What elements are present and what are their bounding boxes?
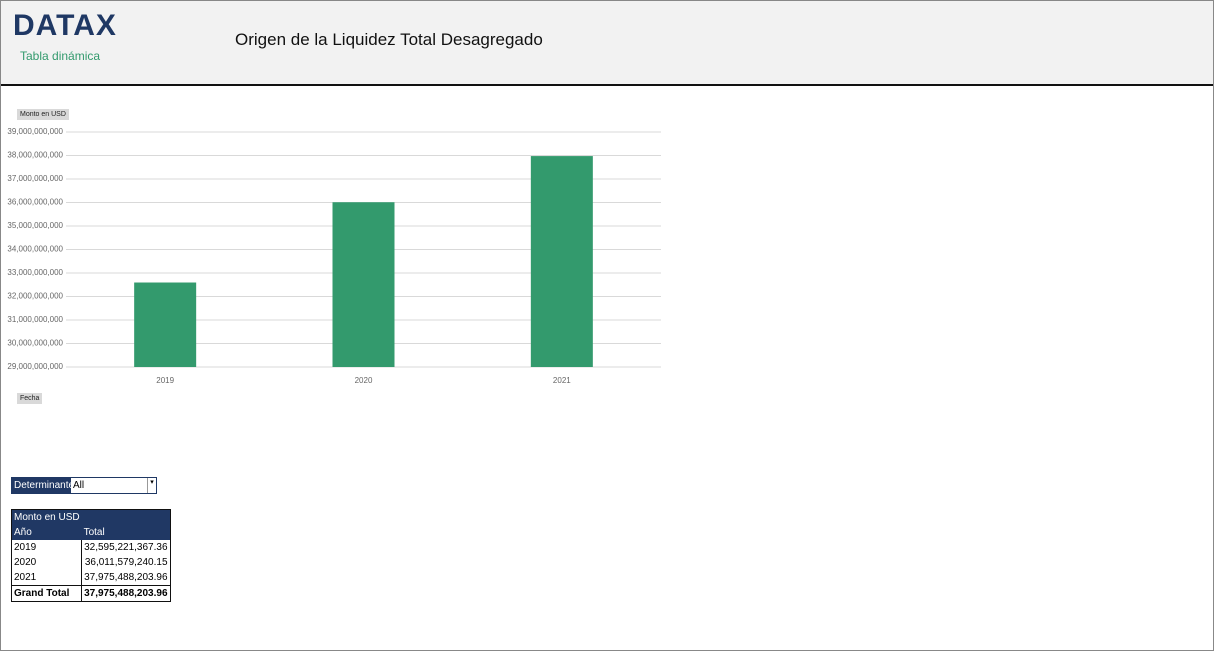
subtitle: Tabla dinámica xyxy=(20,49,101,63)
x-tick-label: 2021 xyxy=(553,376,571,385)
table-row: Año Total xyxy=(11,525,171,540)
bar xyxy=(530,156,593,367)
table-cell: 2020 xyxy=(14,557,37,568)
y-tick-label: 32,000,000,000 xyxy=(7,292,63,301)
table-row: 2020 36,011,579,240.15 xyxy=(12,555,171,570)
y-tick-label: 31,000,000,000 xyxy=(7,315,63,324)
y-tick-label: 35,000,000,000 xyxy=(7,221,63,230)
table-cell: Monto en USD xyxy=(11,509,82,525)
y-tick-label: 30,000,000,000 xyxy=(7,339,63,348)
field-button[interactable]: Monto en USD xyxy=(17,109,69,120)
y-tick-label: 38,000,000,000 xyxy=(7,151,63,160)
y-tick-label: 37,000,000,000 xyxy=(7,174,63,183)
table-row: 2021 37,975,488,203.96 xyxy=(12,570,171,586)
table-cell xyxy=(81,509,171,525)
table-cell: 37,975,488,203.96 xyxy=(81,585,171,602)
x-tick-label: 2019 xyxy=(156,376,174,385)
bar xyxy=(134,282,197,367)
table-row: Monto en USD xyxy=(11,509,171,525)
filter-label: Determinante xyxy=(12,478,75,493)
filter: Determinante All ▾ xyxy=(11,477,157,494)
table-cell: 32,595,221,367.36 xyxy=(81,540,171,555)
header: DATAX Tabla dinámica Origen de la Liquid… xyxy=(1,1,1213,86)
table-row: Grand Total 37,975,488,203.96 xyxy=(11,585,171,602)
x-tick-label: 2020 xyxy=(355,376,373,385)
title: Origen de la Liquidez Total Desagregado xyxy=(235,30,543,49)
table-cell: 2019 xyxy=(14,542,37,553)
table-cell: Grand Total xyxy=(11,585,82,602)
y-tick-label: 39,000,000,000 xyxy=(7,127,63,136)
pivot-table: Monto en USD Año Total 2019 32,595,221,367.3… xyxy=(11,509,171,602)
chart: 29,000,000,000 30,000,000,000 31,000,000,0… xyxy=(7,127,661,385)
table-cell: 37,975,488,203.96 xyxy=(81,570,171,586)
logo: DATAX xyxy=(13,9,117,42)
field-button[interactable]: Fecha xyxy=(17,393,43,404)
table-cell: 2021 xyxy=(14,572,37,583)
table-cell: Año xyxy=(11,525,82,540)
table-cell: 36,011,579,240.15 xyxy=(81,555,171,570)
y-tick-label: 33,000,000,000 xyxy=(7,268,63,277)
bar xyxy=(332,202,395,367)
table-cell: Total xyxy=(81,525,171,540)
table-row: 2019 32,595,221,367.36 xyxy=(12,540,171,555)
y-tick-label: 36,000,000,000 xyxy=(7,198,63,207)
dropdown-arrow[interactable]: ▾ xyxy=(150,479,154,486)
y-tick-label: 34,000,000,000 xyxy=(7,245,63,254)
filter-value[interactable]: All xyxy=(71,478,148,493)
y-tick-label: 29,000,000,000 xyxy=(7,362,63,371)
